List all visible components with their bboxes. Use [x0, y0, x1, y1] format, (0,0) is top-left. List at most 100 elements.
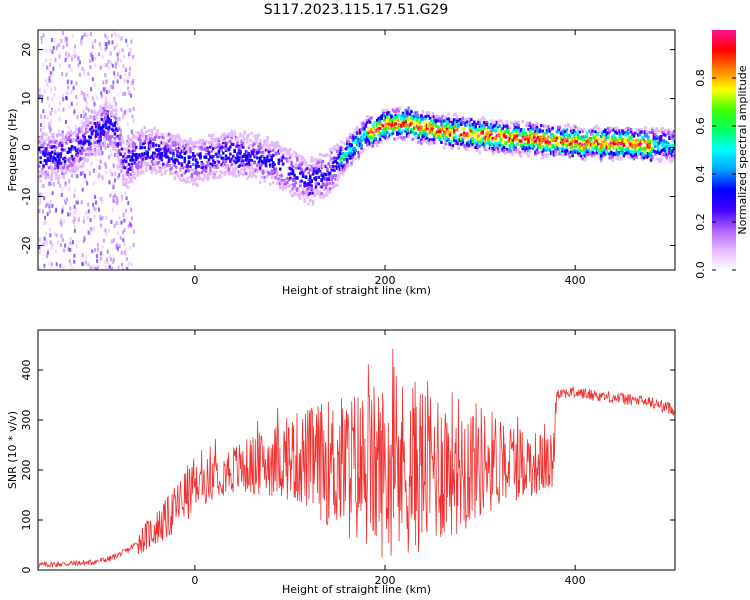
heatmap-cell — [644, 140, 647, 144]
heatmap-cell — [102, 133, 105, 136]
heatmap-cell — [594, 145, 597, 149]
heatmap-cell — [542, 132, 546, 136]
heatmap-cell — [179, 145, 182, 149]
heatmap-cell — [143, 155, 146, 159]
heatmap-cell — [60, 144, 64, 148]
heatmap-cell — [53, 86, 56, 91]
heatmap-cell — [114, 64, 117, 69]
heatmap-cell — [654, 145, 657, 149]
heatmap-cell — [394, 116, 397, 120]
heatmap-cell — [209, 155, 212, 159]
heatmap-cell — [564, 137, 567, 141]
heatmap-cell — [76, 115, 79, 120]
heatmap-cell — [612, 138, 616, 142]
heatmap-cell — [89, 136, 92, 139]
heatmap-cell — [42, 145, 45, 149]
heatmap-cell — [229, 133, 232, 137]
heatmap-cell — [281, 148, 285, 152]
heatmap-cell — [273, 167, 276, 171]
heatmap-cell — [38, 138, 41, 141]
heatmap-cell — [127, 232, 130, 237]
heatmap-cell — [79, 149, 82, 153]
heatmap-cell — [106, 127, 109, 131]
heatmap-cell — [497, 147, 500, 151]
heatmap-cell — [209, 172, 212, 176]
heatmap-cell — [42, 40, 44, 45]
heatmap-cell — [74, 125, 77, 129]
heatmap-cell — [81, 253, 84, 258]
heatmap-cell — [118, 94, 120, 99]
heatmap-cell — [309, 180, 312, 184]
heatmap-cell — [244, 154, 248, 158]
heatmap-cell — [464, 147, 467, 151]
heatmap-cell — [567, 152, 570, 156]
heatmap-cell — [364, 140, 368, 144]
heatmap-cell — [145, 156, 148, 160]
heatmap-cell — [186, 167, 189, 171]
heatmap-cell — [103, 131, 107, 135]
heatmap-cell — [471, 126, 474, 130]
heatmap-cell — [259, 158, 262, 162]
heatmap-cell — [133, 161, 137, 165]
heatmap-cell — [475, 132, 479, 136]
heatmap-cell — [428, 123, 432, 127]
heatmap-cell — [410, 110, 413, 114]
heatmap-cell — [65, 135, 68, 139]
heatmap-cell — [83, 32, 86, 37]
heatmap-cell — [485, 141, 489, 145]
heatmap-cell — [82, 140, 85, 144]
heatmap-cell — [249, 154, 252, 158]
heatmap-cell — [659, 129, 663, 133]
heatmap-cell — [67, 85, 70, 90]
heatmap-cell — [351, 148, 355, 151]
heatmap-cell — [468, 120, 472, 124]
heatmap-cell — [246, 137, 249, 141]
heatmap-cell — [357, 127, 360, 131]
heatmap-cell — [106, 131, 109, 135]
heatmap-cell — [540, 138, 543, 141]
heatmap-cell — [488, 146, 492, 150]
heatmap-cell — [62, 174, 65, 178]
heatmap-cell — [66, 197, 69, 202]
heatmap-cell — [79, 130, 82, 134]
heatmap-cell — [346, 139, 349, 143]
heatmap-cell — [102, 123, 105, 127]
heatmap-cell — [46, 254, 49, 259]
heatmap-cell — [200, 162, 204, 166]
heatmap-cell — [51, 191, 54, 196]
heatmap-cell — [330, 151, 333, 155]
heatmap-cell — [97, 121, 101, 125]
heatmap-cell — [206, 148, 209, 152]
heatmap-cell — [43, 263, 46, 268]
heatmap-cell — [61, 31, 64, 35]
heatmap-cell — [654, 136, 657, 140]
heatmap-cell — [234, 168, 238, 172]
heatmap-cell — [520, 139, 523, 143]
heatmap-cell — [625, 137, 629, 141]
heatmap-cell — [484, 148, 487, 151]
heatmap-cell — [216, 159, 219, 163]
heatmap-cell — [220, 156, 223, 160]
heatmap-cell — [69, 161, 72, 165]
heatmap-cell — [458, 122, 462, 126]
heatmap-cell — [105, 126, 108, 130]
heatmap-cell — [358, 128, 362, 132]
heatmap-cell — [304, 193, 308, 197]
heatmap-cell — [89, 151, 92, 155]
heatmap-cell — [163, 154, 166, 158]
heatmap-cell — [497, 144, 500, 148]
heatmap-cell — [582, 149, 586, 153]
heatmap-cell — [408, 109, 412, 113]
heatmap-cell — [577, 134, 580, 138]
heatmap-cell — [413, 112, 416, 116]
heatmap-cell — [133, 172, 137, 176]
heatmap-cell — [317, 160, 320, 164]
heatmap-cell — [192, 152, 195, 155]
heatmap-cell — [501, 127, 504, 131]
heatmap-cell — [46, 212, 49, 217]
heatmap-cell — [68, 107, 71, 112]
heatmap-cell — [337, 155, 340, 159]
heatmap-cell — [654, 150, 657, 154]
heatmap-cell — [116, 162, 119, 167]
heatmap-cell — [568, 140, 571, 144]
